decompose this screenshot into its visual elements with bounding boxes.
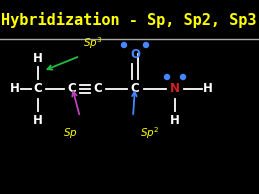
Text: C: C — [93, 82, 102, 95]
Text: $\mathit{Sp}^2$: $\mathit{Sp}^2$ — [140, 125, 160, 141]
Text: H: H — [203, 82, 213, 95]
Text: N: N — [170, 82, 180, 95]
Text: $\mathit{Sp}$: $\mathit{Sp}$ — [63, 126, 77, 140]
Circle shape — [164, 74, 169, 80]
Text: C: C — [34, 82, 42, 95]
Circle shape — [181, 74, 185, 80]
Text: H: H — [33, 113, 43, 126]
Text: H: H — [170, 113, 180, 126]
Text: O: O — [130, 48, 140, 61]
Text: C: C — [68, 82, 76, 95]
Text: H: H — [10, 82, 20, 95]
Text: $\mathit{Sp}^3$: $\mathit{Sp}^3$ — [83, 35, 103, 51]
Text: C: C — [131, 82, 139, 95]
Text: H: H — [33, 53, 43, 66]
Circle shape — [143, 42, 148, 48]
Text: Hybridization - Sp, Sp2, Sp3: Hybridization - Sp, Sp2, Sp3 — [1, 12, 257, 28]
Circle shape — [121, 42, 126, 48]
